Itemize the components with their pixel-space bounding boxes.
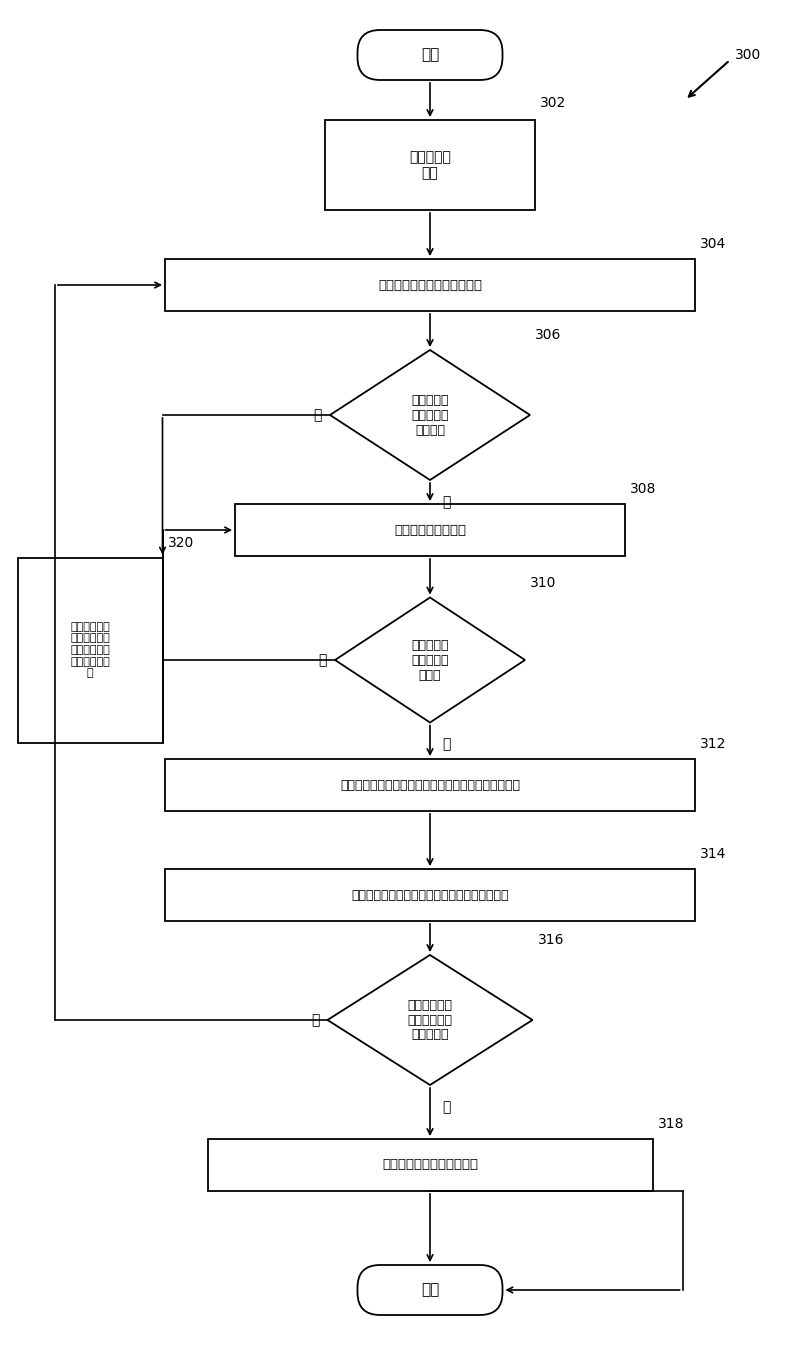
Bar <box>165 759 695 811</box>
FancyBboxPatch shape <box>358 1265 502 1315</box>
Text: 退出: 退出 <box>421 1283 439 1298</box>
Text: 是: 是 <box>311 1013 319 1026</box>
Text: 燃烧储藏在
微粒过滤器
里的烟粒: 燃烧储藏在 微粒过滤器 里的烟粒 <box>411 394 449 436</box>
Bar <box>165 259 695 311</box>
Bar <box>18 557 162 743</box>
Text: 传输稀化的排气混合物以氧化微粒过滤器内的烟粒尾量: 传输稀化的排气混合物以氧化微粒过滤器内的烟粒尾量 <box>340 778 520 792</box>
Text: 否: 否 <box>314 408 322 423</box>
Text: 开始: 开始 <box>421 48 439 63</box>
Bar <box>207 1139 653 1191</box>
Text: 指示过多的微粒过滤器泄漏: 指示过多的微粒过滤器泄漏 <box>382 1159 478 1172</box>
Text: 316: 316 <box>538 934 564 947</box>
Text: 判定的烟粒质
量储藏在微粒
过滤器内？: 判定的烟粒质 量储藏在微粒 过滤器内？ <box>407 999 453 1041</box>
Text: 从氧传感器确定储藏在微粒过滤器内的烟粒质量: 从氧传感器确定储藏在微粒过滤器内的烟粒质量 <box>351 889 509 901</box>
Polygon shape <box>330 350 530 480</box>
Text: 校正微粒过滤
器微粒过滤器
之前和之后的
氧传感器的差
异: 校正微粒过滤 器微粒过滤器 之前和之后的 氧传感器的差 异 <box>70 622 110 679</box>
Text: 否: 否 <box>442 1100 450 1114</box>
Text: 确定发动机
工况: 确定发动机 工况 <box>409 150 451 180</box>
Text: 300: 300 <box>735 48 762 61</box>
Bar <box>325 120 535 210</box>
Bar <box>235 504 625 556</box>
Text: 是: 是 <box>442 495 450 508</box>
Text: 估算微粒过滤器内的烟粒质量: 估算微粒过滤器内的烟粒质量 <box>378 278 482 292</box>
Text: 是: 是 <box>442 737 450 751</box>
Text: 318: 318 <box>658 1118 684 1131</box>
Text: 312: 312 <box>700 737 726 751</box>
Text: 提高微粒过滤器温度: 提高微粒过滤器温度 <box>394 523 466 537</box>
Text: 302: 302 <box>540 95 566 110</box>
Text: 否: 否 <box>318 653 327 667</box>
Text: 306: 306 <box>535 328 562 342</box>
Text: 微粒过滤器
处于期望的
温度？: 微粒过滤器 处于期望的 温度？ <box>411 638 449 682</box>
FancyBboxPatch shape <box>358 30 502 80</box>
Bar <box>165 870 695 921</box>
Text: 310: 310 <box>530 575 556 590</box>
Text: 304: 304 <box>700 237 726 251</box>
Polygon shape <box>327 955 533 1085</box>
Text: 320: 320 <box>167 536 194 549</box>
Text: 314: 314 <box>700 846 726 861</box>
Polygon shape <box>335 597 525 722</box>
Text: 308: 308 <box>630 483 656 496</box>
